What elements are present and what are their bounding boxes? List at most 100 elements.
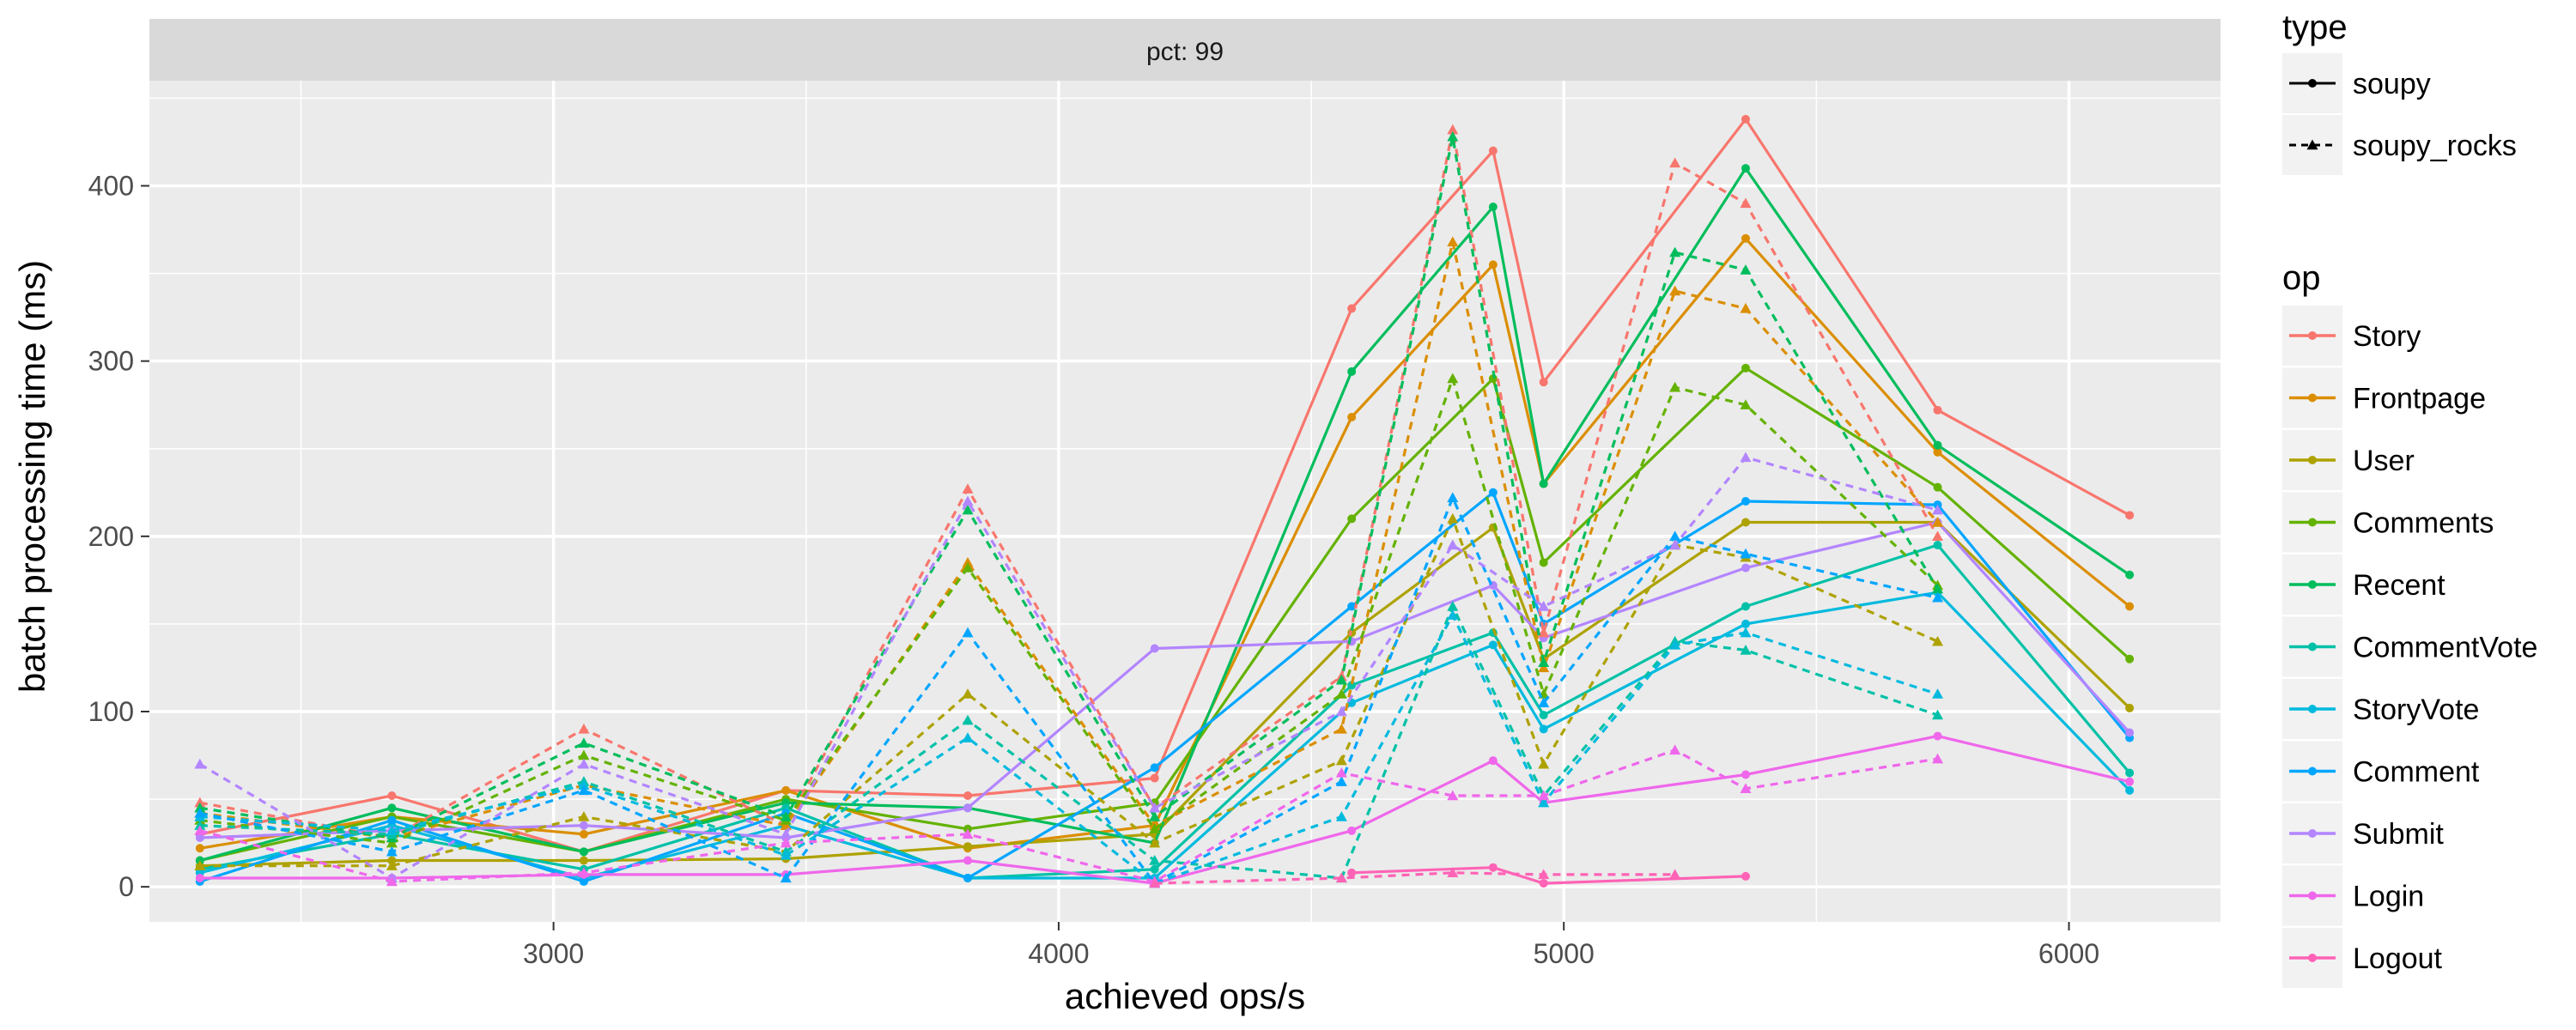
data-point xyxy=(386,837,398,848)
data-point xyxy=(194,860,206,870)
y-axis-ticks: 0 100 200 300 400 xyxy=(88,171,149,902)
legend-op-item: Submit xyxy=(2282,803,2444,863)
legend-type-item: soupy_rocks xyxy=(2282,115,2517,175)
legend-op-label: StoryVote xyxy=(2353,694,2479,726)
legend-type-label: soupy_rocks xyxy=(2353,130,2517,162)
data-point xyxy=(1447,609,1459,620)
data-point xyxy=(1335,688,1347,699)
legend-op-label: Frontpage xyxy=(2353,383,2486,415)
data-point xyxy=(1740,197,1752,209)
data-point xyxy=(2125,570,2135,579)
legend-op-label: Logout xyxy=(2353,942,2443,975)
data-point xyxy=(780,849,792,860)
legend: type op soupy soupy_rocks Story Frontpage U… xyxy=(2282,9,2537,988)
data-point xyxy=(1149,811,1161,821)
series-recent-soupy xyxy=(195,164,2135,865)
data-point xyxy=(1488,640,1498,650)
data-point xyxy=(1932,517,1944,527)
legend-op-item: User xyxy=(2282,430,2415,490)
facet-strip-background xyxy=(149,19,2221,81)
series-line xyxy=(199,520,2131,868)
legend-op-title: op xyxy=(2282,259,2321,297)
legend-key-marker xyxy=(2308,79,2317,88)
data-point xyxy=(1933,482,1942,492)
data-point xyxy=(194,825,206,836)
x-axis-ticks: 3000 4000 5000 6000 xyxy=(523,922,2099,969)
data-point xyxy=(1669,530,1681,542)
y-tick-label: 300 xyxy=(88,346,134,377)
data-point xyxy=(1538,627,1550,638)
data-point xyxy=(1488,863,1498,872)
data-point xyxy=(2125,777,2135,786)
data-point xyxy=(578,758,590,769)
legend-type-title: type xyxy=(2282,9,2348,46)
data-point xyxy=(387,791,397,800)
data-point xyxy=(1932,504,1944,515)
data-point xyxy=(1538,657,1550,668)
y-tick-label: 0 xyxy=(118,871,134,902)
legend-op-label: Comment xyxy=(2353,756,2480,789)
data-point xyxy=(1447,124,1459,135)
series-logout-soupy-rocks xyxy=(1149,867,1681,888)
data-point xyxy=(1932,753,1944,764)
series-line xyxy=(199,591,2131,880)
data-point xyxy=(1149,823,1161,833)
data-point xyxy=(1740,645,1752,655)
legend-op-item: Frontpage xyxy=(2282,367,2486,428)
data-point xyxy=(1741,563,1751,573)
x-tick-label: 6000 xyxy=(2038,938,2099,969)
data-point xyxy=(1933,405,1942,415)
data-point xyxy=(1488,488,1498,497)
data-point xyxy=(1933,447,1942,457)
data-point xyxy=(195,844,204,853)
data-point xyxy=(579,856,588,865)
data-point xyxy=(1539,724,1548,734)
data-point xyxy=(1335,811,1347,821)
data-point xyxy=(579,877,588,887)
data-point xyxy=(1347,304,1357,313)
data-point xyxy=(962,627,974,638)
data-point xyxy=(963,842,973,851)
data-point xyxy=(2125,768,2135,778)
legend-key-marker xyxy=(2308,580,2317,589)
y-tick-label: 200 xyxy=(88,521,134,552)
data-point xyxy=(579,821,588,830)
data-point xyxy=(579,847,588,857)
data-point xyxy=(1932,635,1944,646)
data-point xyxy=(1150,763,1159,772)
data-point xyxy=(1347,367,1357,376)
data-point xyxy=(1741,114,1751,124)
data-point xyxy=(194,797,206,808)
legend-op-item: Recent xyxy=(2282,554,2445,615)
data-point xyxy=(1933,731,1942,741)
legend-op-label: Submit xyxy=(2353,818,2444,851)
data-point xyxy=(963,856,973,865)
legend-key-marker xyxy=(2308,393,2317,403)
data-point xyxy=(1538,797,1550,808)
data-point xyxy=(780,872,792,883)
data-point xyxy=(1740,548,1752,559)
data-point xyxy=(963,803,973,813)
data-point xyxy=(1741,602,1751,611)
data-point xyxy=(780,828,792,839)
legend-key-marker xyxy=(2308,642,2317,651)
legend-key-marker xyxy=(2306,139,2318,150)
legend-op-label: Recent xyxy=(2353,569,2445,602)
data-point xyxy=(579,829,588,839)
data-point xyxy=(1447,512,1459,524)
data-point xyxy=(1347,514,1357,524)
data-point xyxy=(1932,583,1944,594)
legend-op-item: CommentVote xyxy=(2282,616,2537,677)
y-axis-title: batch processing time (ms) xyxy=(12,260,52,693)
data-point xyxy=(962,483,974,494)
data-point xyxy=(962,562,974,573)
series-line xyxy=(199,614,1939,885)
data-point xyxy=(1335,766,1347,778)
data-point xyxy=(1447,492,1459,503)
data-point xyxy=(1741,363,1751,373)
data-point xyxy=(1740,627,1752,638)
data-point xyxy=(962,504,974,515)
data-point xyxy=(1335,776,1347,786)
legend-op-label: Comments xyxy=(2353,507,2494,540)
